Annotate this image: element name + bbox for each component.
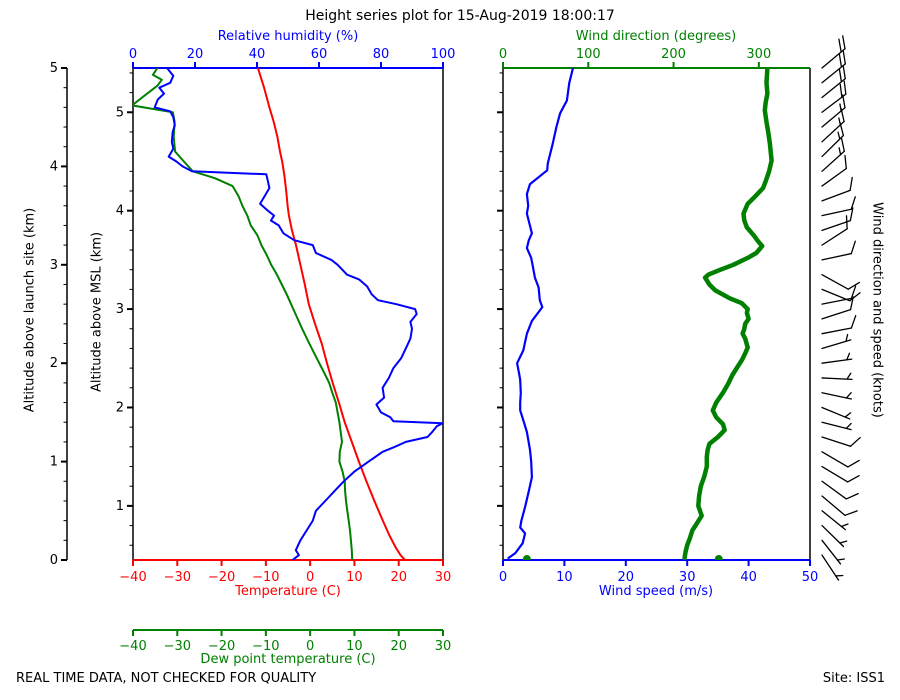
- wind-direction-axis-label: Wind direction (degrees): [575, 29, 737, 44]
- svg-text:40: 40: [740, 570, 757, 585]
- svg-text:10: 10: [346, 639, 363, 654]
- svg-text:60: 60: [311, 47, 328, 62]
- svg-text:4: 4: [50, 159, 58, 174]
- svg-text:1: 1: [50, 455, 58, 470]
- svg-text:−10: −10: [252, 570, 279, 585]
- plot-spines: [66, 68, 811, 560]
- wind-speed-curve: [507, 68, 575, 560]
- wind-speed-axis-ticks: 0 10 20 30 40 50: [499, 560, 818, 585]
- axis-lines: [133, 67, 810, 631]
- altitude-msl-axis: 1 2 3 4 5: [116, 72, 503, 546]
- svg-text:100: 100: [576, 47, 601, 62]
- site-label: Site: ISS1: [822, 671, 885, 686]
- svg-text:−40: −40: [119, 639, 146, 654]
- svg-text:20: 20: [390, 639, 407, 654]
- surface-wind-direction-dots: [522, 555, 723, 560]
- svg-text:2: 2: [50, 356, 58, 371]
- svg-text:10: 10: [556, 570, 573, 585]
- dew-point-curve: [133, 68, 354, 560]
- temperature-axis-ticks: −40 −30 −20 −10 0 10 20 30: [119, 560, 451, 585]
- temperature-axis-label: Temperature (C): [235, 584, 341, 599]
- dew-point-axis-label: Dew point temperature (C): [200, 652, 376, 667]
- relative-humidity-axis-label: Relative humidity (%): [217, 29, 359, 44]
- svg-text:200: 200: [661, 47, 686, 62]
- svg-text:10: 10: [346, 570, 363, 585]
- svg-text:3: 3: [116, 302, 124, 317]
- wind-speed-axis-label: Wind speed (m/s): [598, 584, 714, 599]
- wind-direction-curve: [682, 68, 774, 560]
- relative-humidity-curve: [153, 68, 443, 560]
- svg-text:0: 0: [129, 47, 137, 62]
- svg-text:5: 5: [116, 105, 124, 120]
- svg-text:100: 100: [431, 47, 456, 62]
- svg-text:4: 4: [116, 204, 124, 219]
- altitude-launch-axis: 0 1 2 3 4 5: [50, 61, 67, 568]
- svg-text:0: 0: [499, 570, 507, 585]
- svg-text:−30: −30: [164, 639, 191, 654]
- svg-text:50: 50: [802, 570, 819, 585]
- svg-text:−20: −20: [208, 639, 235, 654]
- svg-text:0: 0: [50, 553, 58, 568]
- quality-disclaimer-text: REAL TIME DATA, NOT CHECKED FOR QUALITY: [16, 671, 317, 686]
- svg-text:30: 30: [679, 570, 696, 585]
- svg-text:30: 30: [435, 570, 452, 585]
- temperature-curve: [256, 68, 407, 560]
- svg-text:20: 20: [187, 47, 204, 62]
- svg-text:−30: −30: [164, 570, 191, 585]
- svg-text:3: 3: [50, 258, 58, 273]
- svg-text:1: 1: [116, 499, 124, 514]
- svg-text:40: 40: [249, 47, 266, 62]
- svg-text:300: 300: [746, 47, 771, 62]
- svg-text:2: 2: [116, 400, 124, 415]
- svg-text:−10: −10: [252, 639, 279, 654]
- svg-text:−40: −40: [119, 570, 146, 585]
- wind-barbs: [821, 35, 861, 581]
- page-title: Height series plot for 15-Aug-2019 18:00…: [305, 8, 615, 24]
- svg-text:80: 80: [373, 47, 390, 62]
- svg-text:20: 20: [618, 570, 635, 585]
- svg-text:30: 30: [435, 639, 452, 654]
- dew-point-axis-ticks: −40 −30 −20 −10 0 10 20 30: [119, 630, 451, 654]
- svg-text:5: 5: [50, 61, 58, 76]
- svg-text:0: 0: [306, 639, 314, 654]
- svg-text:0: 0: [306, 570, 314, 585]
- svg-text:20: 20: [390, 570, 407, 585]
- svg-text:0: 0: [499, 47, 507, 62]
- svg-text:−20: −20: [208, 570, 235, 585]
- wind-direction-axis-ticks: 0 100 200 300: [499, 47, 771, 68]
- rh-axis-ticks: 0 20 40 60 80 100: [129, 47, 456, 68]
